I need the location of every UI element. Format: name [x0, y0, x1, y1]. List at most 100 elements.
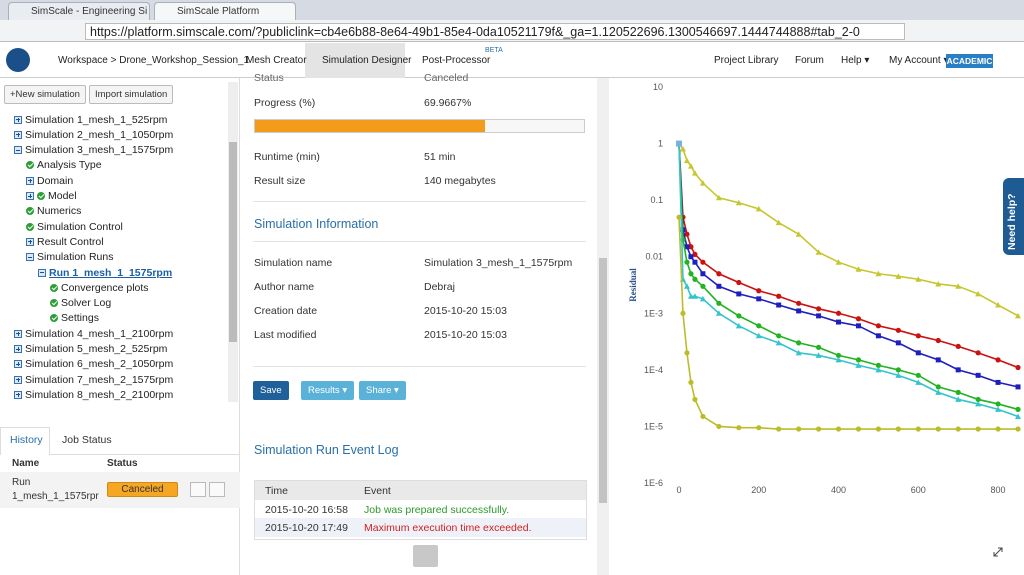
tree-icon[interactable]: [26, 222, 34, 231]
tree-node[interactable]: Domain: [26, 173, 73, 188]
tree-icon[interactable]: [14, 390, 22, 399]
data-point: [955, 343, 961, 349]
tree-icon[interactable]: [14, 115, 22, 124]
data-point: [683, 157, 690, 164]
tree-node[interactable]: Result Control: [26, 234, 104, 249]
tree-label: Numerics: [37, 205, 82, 218]
scroll-thumb[interactable]: [599, 258, 607, 503]
tree-node[interactable]: Simulation 4_mesh_1_2100rpm: [14, 326, 173, 341]
field-label: Runtime (min): [254, 151, 320, 163]
data-point: [676, 214, 682, 220]
data-point: [700, 413, 706, 420]
toolbar-link[interactable]: Forum: [795, 55, 824, 66]
tree-label: Simulation 5_mesh_2_525rpm: [25, 343, 168, 355]
tree-label: Result Control: [37, 235, 104, 248]
tree-node[interactable]: Simulation 1_mesh_1_525rpm: [14, 112, 167, 127]
y-tick-label: 0.1: [650, 195, 663, 205]
tree-label: Domain: [37, 174, 74, 187]
scrollbar: [597, 78, 609, 575]
tree-node[interactable]: Simulation Control: [26, 219, 123, 234]
tree-icon[interactable]: [50, 283, 58, 292]
tree-icon[interactable]: [14, 130, 22, 139]
delete-button[interactable]: [209, 482, 225, 497]
toolbar-tab[interactable]: Mesh Creator: [246, 55, 307, 66]
tree-node[interactable]: Simulation 8_mesh_2_2100rpm: [14, 387, 173, 402]
tree-node[interactable]: Run 1_mesh_1_1575rpm: [38, 265, 172, 280]
data-point: [688, 379, 694, 386]
tree-icon[interactable]: [26, 207, 34, 216]
action-button[interactable]: Save: [253, 381, 289, 400]
tree-node[interactable]: Simulation 6_mesh_2_1050rpm: [14, 357, 173, 372]
tree-icon[interactable]: [26, 161, 34, 170]
tree-node[interactable]: Simulation 5_mesh_2_525rpm: [14, 342, 167, 357]
data-point: [895, 372, 902, 378]
tree-icon[interactable]: [26, 237, 34, 246]
tree-icon[interactable]: [50, 299, 58, 308]
tree-icon[interactable]: [38, 268, 46, 277]
tree-label: Simulation 3_mesh_1_1575rpm: [25, 144, 174, 157]
data-point: [915, 372, 921, 378]
field-label: Result size: [254, 175, 306, 187]
sidebar-button[interactable]: +New simulation: [4, 85, 86, 104]
field-value: 140 megabytes: [424, 175, 496, 187]
browser-tab[interactable]: SimScale Platform: [154, 2, 296, 20]
data-point: [692, 259, 698, 265]
tree-node[interactable]: Simulation 7_mesh_2_1575rpm: [14, 372, 173, 387]
tree-icon[interactable]: [50, 314, 58, 323]
expand-log[interactable]: [413, 545, 438, 567]
toolbar-tab[interactable]: Simulation Designer: [322, 55, 412, 66]
panel-tab-label[interactable]: History: [10, 434, 43, 446]
toolbar-link[interactable]: My Account ▾: [889, 55, 949, 66]
tree-node[interactable]: Simulation 2_mesh_1_1050rpm: [14, 127, 173, 142]
toolbar-link[interactable]: Help ▾: [841, 55, 870, 66]
tree-node[interactable]: Numerics: [26, 204, 81, 219]
browser-tab[interactable]: SimScale - Engineering Si: [8, 2, 150, 20]
tree-node[interactable]: Settings: [50, 311, 99, 326]
data-point: [895, 340, 901, 346]
data-point: [855, 362, 862, 368]
tree-icon[interactable]: [26, 253, 34, 262]
log-row-bg: [255, 518, 586, 537]
panel-tab-label[interactable]: Job Status: [62, 434, 112, 446]
log-time: 2015-10-20 17:49: [265, 522, 348, 534]
sidebar-button[interactable]: Import simulation: [89, 85, 174, 104]
job-status[interactable]: Canceled: [107, 482, 178, 497]
logo[interactable]: [6, 48, 30, 72]
status-label: Status: [254, 72, 284, 84]
log-header: [255, 481, 586, 500]
field-value: Simulation 3_mesh_1_1575rpm: [424, 257, 573, 269]
scroll-thumb[interactable]: [229, 142, 237, 342]
tree-node[interactable]: Simulation Runs: [26, 250, 113, 265]
action-button[interactable]: Results ▾: [301, 381, 355, 400]
tree-node[interactable]: Simulation 3_mesh_1_1575rpm: [14, 143, 173, 158]
data-point: [1015, 364, 1021, 371]
tree-node[interactable]: Convergence plots: [50, 280, 149, 295]
toolbar-tab[interactable]: Post-Processor: [422, 55, 491, 66]
breadcrumb[interactable]: Workspace > Drone_Workshop_Session_1: [58, 55, 250, 66]
toolbar-link[interactable]: Project Library: [714, 55, 779, 66]
help-tab[interactable]: Need help?: [1003, 178, 1024, 255]
data-point: [975, 396, 981, 403]
tree-node[interactable]: Analysis Type: [26, 158, 102, 173]
data-point: [1015, 406, 1021, 412]
job-name: Run 1_mesh_1_1575rpr: [12, 477, 99, 502]
job-column: Name: [12, 458, 40, 469]
tree-node[interactable]: Model: [26, 189, 77, 204]
tree-icon[interactable]: [14, 329, 22, 338]
tree-icon[interactable]: [14, 345, 22, 353]
action-button[interactable]: Share ▾: [359, 381, 406, 400]
tree-icon[interactable]: [14, 360, 22, 369]
origin-marker: [676, 140, 682, 147]
url-field[interactable]: https://platform.simscale.com/?publiclin…: [85, 23, 905, 40]
tree-node[interactable]: Solver Log: [50, 296, 111, 311]
data-point: [683, 283, 690, 289]
tree-icon[interactable]: [37, 192, 45, 200]
tree-icon[interactable]: [14, 375, 22, 384]
expand-icon[interactable]: [993, 547, 1003, 557]
tree-icon[interactable]: [26, 192, 34, 200]
x-tick-label: 600: [911, 485, 926, 495]
tree-icon[interactable]: [26, 176, 34, 185]
tree-icon[interactable]: [14, 146, 22, 155]
stop-button[interactable]: [190, 482, 206, 497]
tree-label: Run 1_mesh_1_1575rpm: [49, 266, 173, 279]
